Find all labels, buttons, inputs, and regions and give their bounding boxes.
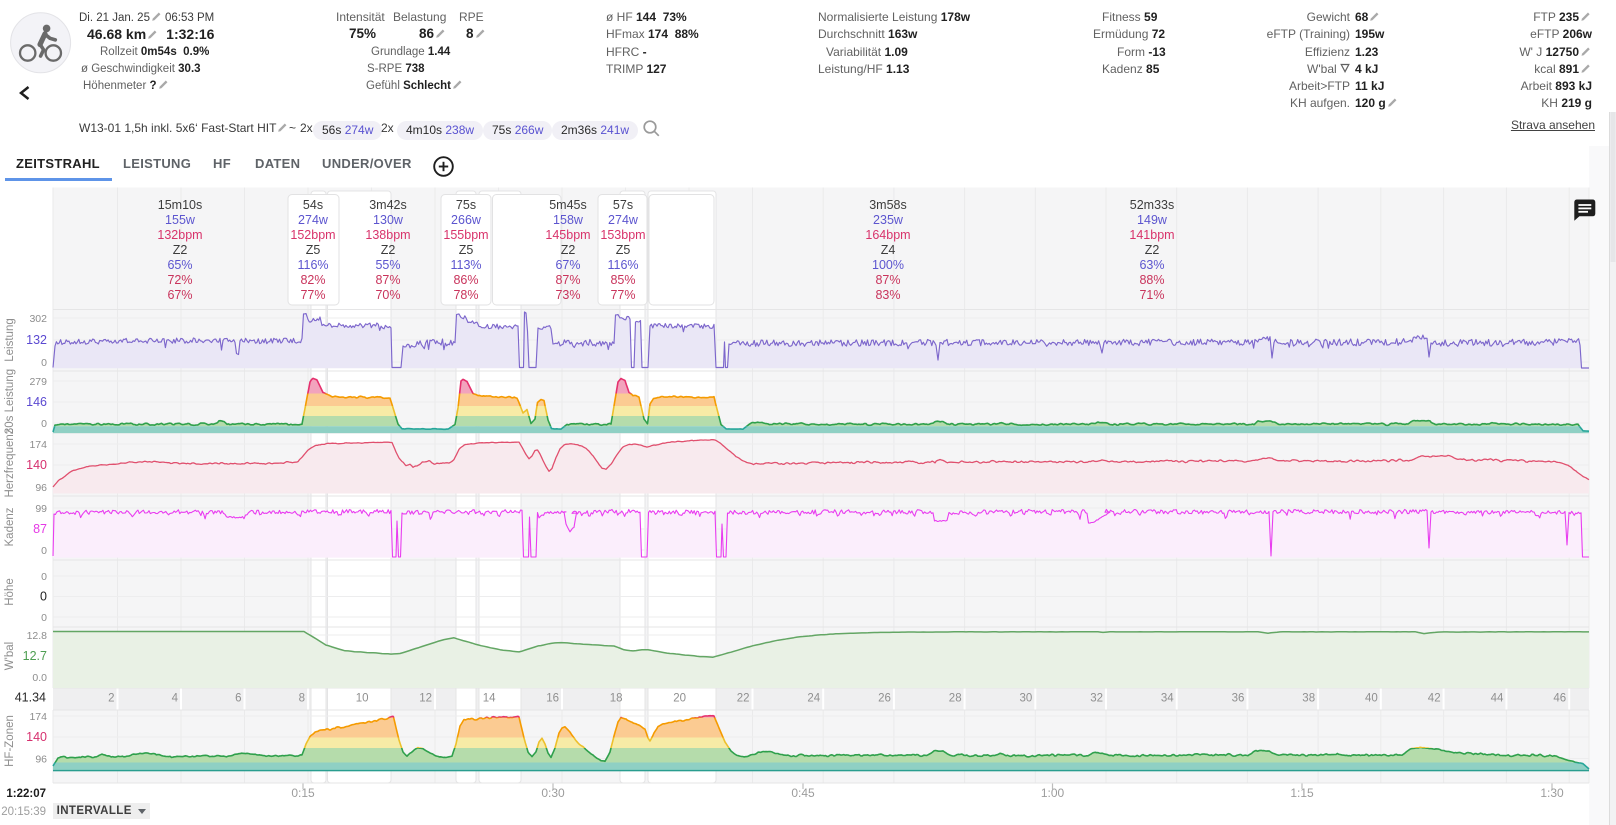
svg-text:28: 28 bbox=[949, 693, 962, 705]
svg-text:Kadenz: Kadenz bbox=[4, 507, 16, 546]
svg-text:174: 174 bbox=[29, 711, 47, 723]
svg-text:0: 0 bbox=[41, 545, 47, 557]
svg-text:12.7: 12.7 bbox=[23, 649, 47, 663]
svg-text:30s Leistung: 30s Leistung bbox=[4, 369, 16, 434]
svg-text:96: 96 bbox=[35, 754, 47, 766]
svg-text:146: 146 bbox=[26, 395, 47, 409]
svg-text:30: 30 bbox=[1020, 693, 1033, 705]
svg-text:96: 96 bbox=[35, 482, 47, 494]
svg-text:4: 4 bbox=[172, 693, 179, 705]
svg-text:42: 42 bbox=[1428, 693, 1441, 705]
svg-text:0: 0 bbox=[41, 357, 47, 369]
svg-text:Herzfrequenz: Herzfrequenz bbox=[4, 428, 16, 497]
svg-text:0:15: 0:15 bbox=[291, 786, 315, 800]
svg-text:132: 132 bbox=[26, 333, 47, 347]
svg-text:0: 0 bbox=[41, 612, 47, 624]
svg-text:6: 6 bbox=[235, 693, 241, 705]
svg-text:36: 36 bbox=[1232, 693, 1245, 705]
svg-text:40: 40 bbox=[1365, 693, 1378, 705]
svg-text:W'bal: W'bal bbox=[4, 642, 16, 670]
svg-text:34: 34 bbox=[1161, 693, 1174, 705]
svg-text:46: 46 bbox=[1553, 693, 1566, 705]
svg-text:0: 0 bbox=[41, 418, 47, 430]
svg-text:10: 10 bbox=[356, 693, 369, 705]
svg-text:2: 2 bbox=[108, 693, 114, 705]
svg-text:1:00: 1:00 bbox=[1041, 786, 1065, 800]
svg-text:32: 32 bbox=[1090, 693, 1103, 705]
svg-text:140: 140 bbox=[26, 458, 47, 472]
svg-text:16: 16 bbox=[546, 693, 559, 705]
svg-text:44: 44 bbox=[1491, 693, 1504, 705]
svg-text:12: 12 bbox=[419, 693, 432, 705]
svg-text:1:30: 1:30 bbox=[1540, 786, 1564, 800]
svg-text:87: 87 bbox=[33, 522, 47, 536]
svg-text:140: 140 bbox=[26, 730, 47, 744]
svg-text:Leistung: Leistung bbox=[4, 318, 16, 361]
svg-text:22: 22 bbox=[737, 693, 750, 705]
svg-text:14: 14 bbox=[483, 693, 496, 705]
svg-text:0:45: 0:45 bbox=[791, 786, 815, 800]
svg-text:0: 0 bbox=[41, 571, 47, 583]
svg-text:1:15: 1:15 bbox=[1290, 786, 1314, 800]
svg-text:0: 0 bbox=[40, 590, 47, 604]
svg-text:0.0: 0.0 bbox=[32, 672, 47, 684]
svg-text:24: 24 bbox=[807, 693, 820, 705]
svg-text:0:30: 0:30 bbox=[541, 786, 565, 800]
svg-text:174: 174 bbox=[29, 439, 47, 451]
svg-text:HF-Zonen: HF-Zonen bbox=[4, 715, 16, 767]
svg-text:20: 20 bbox=[673, 693, 686, 705]
svg-text:18: 18 bbox=[610, 693, 623, 705]
svg-text:8: 8 bbox=[299, 693, 305, 705]
svg-text:38: 38 bbox=[1302, 693, 1315, 705]
svg-text:Höhe: Höhe bbox=[4, 578, 16, 606]
svg-text:279: 279 bbox=[29, 376, 47, 388]
svg-text:302: 302 bbox=[29, 313, 47, 325]
svg-text:41.34: 41.34 bbox=[15, 691, 46, 705]
svg-text:12.8: 12.8 bbox=[27, 630, 48, 642]
svg-text:26: 26 bbox=[878, 693, 891, 705]
svg-text:99: 99 bbox=[35, 503, 47, 515]
